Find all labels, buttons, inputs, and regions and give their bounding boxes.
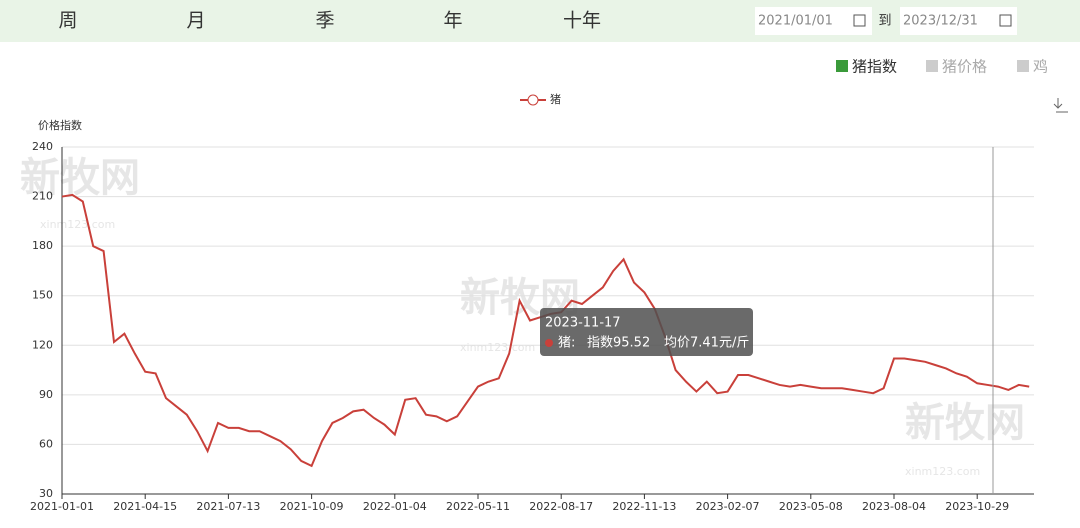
y-tick-label: 60 xyxy=(39,437,53,450)
toggle-swatch[interactable] xyxy=(836,60,848,72)
tooltip-box xyxy=(540,308,753,356)
range-sep: 到 xyxy=(878,14,891,29)
x-tick-label: 2022-08-17 xyxy=(529,500,593,513)
y-tick-label: 180 xyxy=(32,239,53,252)
start-date[interactable]: 2021/01/01 xyxy=(758,14,833,29)
toggle-label[interactable]: 鸡 xyxy=(1033,58,1048,76)
x-tick-label: 2021-04-15 xyxy=(113,500,177,513)
tooltip-price: 均价7.41元/斤 xyxy=(664,336,749,351)
date-input[interactable] xyxy=(755,7,872,35)
tooltip-series: 猪: xyxy=(558,336,575,351)
x-tick-label: 2022-01-04 xyxy=(363,500,427,513)
watermark-site: xinm123.com xyxy=(460,341,535,354)
watermark-site: xinm123.com xyxy=(40,218,115,231)
end-date[interactable]: 2023/12/31 xyxy=(903,14,978,29)
x-tick-label: 2021-01-01 xyxy=(30,500,94,513)
legend-marker xyxy=(527,94,539,106)
x-tick-label: 2023-10-29 xyxy=(945,500,1009,513)
date-input[interactable] xyxy=(900,7,1017,35)
calendar-icon[interactable] xyxy=(999,14,1012,27)
toggle-label[interactable]: 猪指数 xyxy=(852,58,897,76)
legend-label: 猪 xyxy=(550,93,561,106)
tab[interactable]: 月 xyxy=(186,10,205,32)
x-tick-label: 2023-02-07 xyxy=(696,500,760,513)
toggle-swatch[interactable] xyxy=(926,60,938,72)
tooltip-index: 指数95.52 xyxy=(587,336,650,351)
x-tick-label: 2023-08-04 xyxy=(862,500,926,513)
tab[interactable]: 周 xyxy=(58,10,77,32)
tab[interactable]: 季 xyxy=(315,10,334,32)
tab[interactable]: 十年 xyxy=(563,10,601,32)
y-axis-label: 价格指数 xyxy=(38,118,82,132)
tooltip-dot xyxy=(545,339,553,347)
watermark: 新牧网 xyxy=(905,400,1025,446)
x-tick-label: 2022-11-13 xyxy=(612,500,676,513)
watermark-site: xinm123.com xyxy=(905,465,980,478)
x-tick-label: 2021-10-09 xyxy=(280,500,344,513)
tab[interactable]: 年 xyxy=(443,10,462,32)
calendar-icon[interactable] xyxy=(853,14,866,27)
x-tick-label: 2023-05-08 xyxy=(779,500,843,513)
watermark: 新牧网 xyxy=(20,155,140,201)
x-tick-label: 2021-07-13 xyxy=(196,500,260,513)
y-tick-label: 90 xyxy=(39,388,53,401)
toggle-label[interactable]: 猪价格 xyxy=(942,58,987,76)
x-tick-label: 2022-05-11 xyxy=(446,500,510,513)
y-tick-label: 30 xyxy=(39,487,53,500)
download-icon[interactable] xyxy=(1053,98,1068,113)
tooltip-date: 2023-11-17 xyxy=(545,316,621,331)
toggle-swatch[interactable] xyxy=(1017,60,1029,72)
y-tick-label: 120 xyxy=(32,338,53,351)
y-tick-label: 150 xyxy=(32,289,53,302)
y-tick-label: 240 xyxy=(32,140,53,153)
y-tick-label: 210 xyxy=(32,190,53,203)
